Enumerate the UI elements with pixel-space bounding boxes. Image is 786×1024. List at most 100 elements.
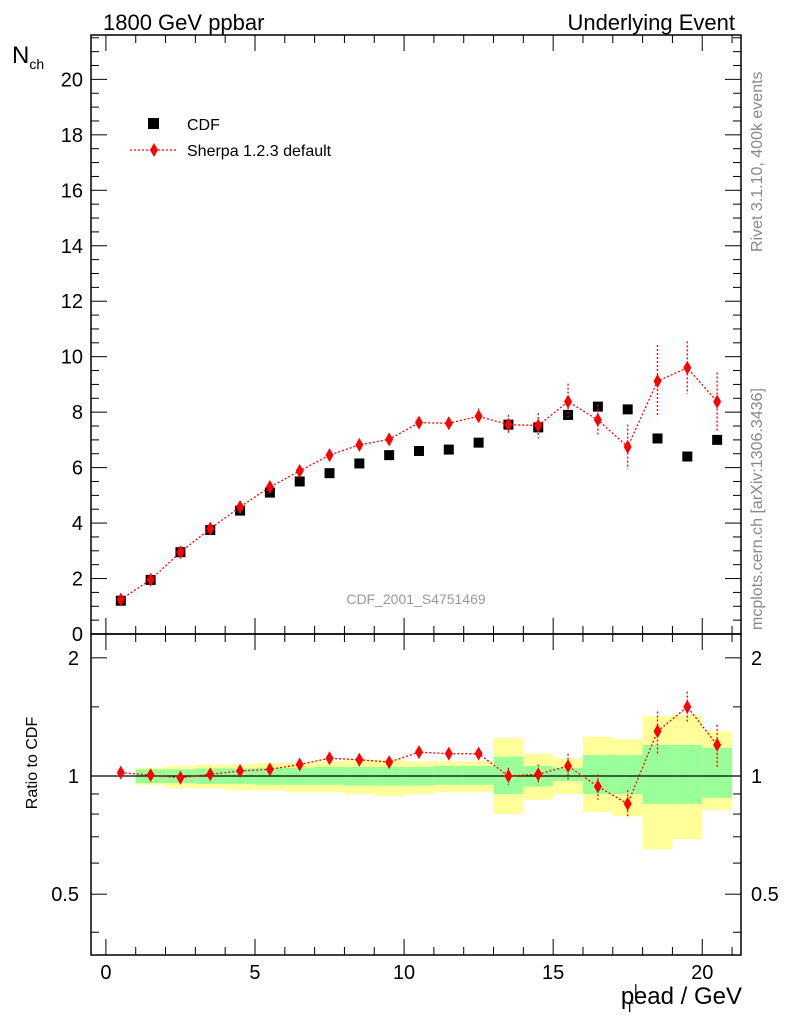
cdf-point	[294, 476, 305, 487]
sherpa-ratio-point	[474, 746, 483, 761]
sherpa-point	[325, 448, 334, 463]
sherpa-point	[593, 412, 602, 427]
sherpa-point	[355, 437, 364, 452]
sherpa-point	[534, 418, 543, 433]
sherpa-ratio-point	[623, 796, 632, 811]
legend: CDF Sherpa 1.2.3 default	[130, 117, 332, 160]
ratio-y-tick-label-right: 2	[751, 648, 762, 670]
sherpa-ratio-point	[385, 755, 394, 770]
ratio-y-tick-label: 2	[68, 648, 79, 670]
y-tick-label: 14	[61, 236, 83, 258]
sherpa-ratio-point	[236, 763, 245, 778]
sherpa-ratio-point	[355, 752, 364, 767]
y-tick-label: 0	[72, 624, 83, 646]
header-left: 1800 GeV ppbar	[103, 10, 264, 35]
cdf-point	[443, 444, 454, 455]
cdf-point	[324, 468, 335, 479]
sherpa-point	[444, 416, 453, 431]
y-tick-label: 20	[61, 69, 83, 91]
legend-marker-sherpa	[150, 143, 158, 157]
sherpa-point	[116, 592, 125, 607]
top-panel-series	[115, 341, 723, 607]
top-ylabel: Nch	[12, 42, 44, 72]
sherpa-point	[504, 417, 513, 432]
sherpa-point	[474, 409, 483, 424]
cdf-point	[682, 451, 693, 462]
sherpa-point	[564, 394, 573, 409]
sherpa-point	[653, 374, 662, 389]
sherpa-point	[295, 463, 304, 478]
y-tick-label: 12	[61, 291, 83, 313]
y-tick-label: 2	[72, 569, 83, 591]
x-tick-label: 5	[249, 962, 260, 984]
sherpa-ratio-point	[504, 769, 513, 784]
cdf-point	[473, 437, 484, 448]
cdf-point	[712, 434, 723, 445]
sherpa-point	[683, 360, 692, 375]
band-inner	[672, 744, 703, 804]
band-inner	[612, 755, 643, 794]
ratio-y-tick-label: 0.5	[51, 884, 79, 906]
ratio-uncertainty-bands	[91, 715, 741, 850]
rivet-label: Rivet 3.1.10, 400k events	[749, 71, 766, 252]
band-inner	[702, 747, 733, 798]
sherpa-point	[265, 480, 274, 495]
sherpa-point	[713, 394, 722, 409]
sherpa-point	[236, 499, 245, 514]
sherpa-point	[206, 521, 215, 536]
sherpa-ratio-point	[713, 737, 722, 752]
sherpa-ratio-point	[295, 757, 304, 772]
ratio-y-tick-label: 1	[68, 766, 79, 788]
sherpa-ratio-point	[206, 767, 215, 782]
cdf-point	[622, 404, 633, 415]
sherpa-ratio-point	[325, 751, 334, 766]
band-inner	[642, 744, 673, 804]
x-tick-label: 10	[393, 962, 415, 984]
sherpa-ratio-point	[146, 768, 155, 783]
x-axis-label: pl Tead / GeV	[621, 981, 742, 1015]
header-right: Underlying Event	[567, 10, 735, 35]
sherpa-point	[385, 432, 394, 447]
cdf-point	[563, 409, 574, 420]
cdf-point	[384, 450, 395, 461]
analysis-label: CDF_2001_S4751469	[346, 591, 486, 607]
x-tick-label: 15	[542, 962, 564, 984]
cdf-point	[652, 433, 663, 444]
sherpa-ratio-point	[265, 762, 274, 777]
sherpa-ratio-point	[116, 765, 125, 780]
mcplots-label: mcplots.cern.ch [arXiv:1306.3436]	[749, 388, 766, 630]
sherpa-ratio-point	[564, 759, 573, 774]
sherpa-point	[414, 415, 423, 430]
sherpa-line	[120, 366, 718, 601]
sherpa-ratio-point	[593, 779, 602, 794]
y-tick-label: 8	[72, 402, 83, 424]
cdf-point	[354, 458, 365, 469]
sherpa-point	[176, 545, 185, 560]
y-tick-label: 10	[61, 347, 83, 369]
legend-marker-cdf	[148, 118, 159, 129]
sherpa-point	[623, 439, 632, 454]
sherpa-ratio-point	[534, 767, 543, 782]
legend-label-sherpa: Sherpa 1.2.3 default	[187, 143, 332, 160]
sherpa-point	[146, 572, 155, 587]
sherpa-ratio-point	[414, 745, 423, 760]
sherpa-ratio-point	[176, 770, 185, 785]
x-tick-label: 0	[100, 962, 111, 984]
x-tick-label: 20	[691, 962, 713, 984]
sherpa-ratio-point	[683, 699, 692, 714]
legend-label-cdf: CDF	[187, 117, 220, 134]
y-tick-label: 18	[61, 125, 83, 147]
y-tick-label: 16	[61, 180, 83, 202]
ratio-y-tick-label-right: 0.5	[751, 884, 779, 906]
ratio-ylabel: Ratio to CDF	[24, 717, 41, 810]
ratio-panel-series	[116, 691, 722, 819]
y-tick-label: 6	[72, 458, 83, 480]
y-tick-label: 4	[72, 513, 83, 535]
ratio-y-tick-label-right: 1	[751, 766, 762, 788]
cdf-point	[413, 445, 424, 456]
sherpa-ratio-point	[444, 746, 453, 761]
sherpa-ratio-point	[653, 724, 662, 739]
ratio-panel-frame	[90, 633, 742, 956]
